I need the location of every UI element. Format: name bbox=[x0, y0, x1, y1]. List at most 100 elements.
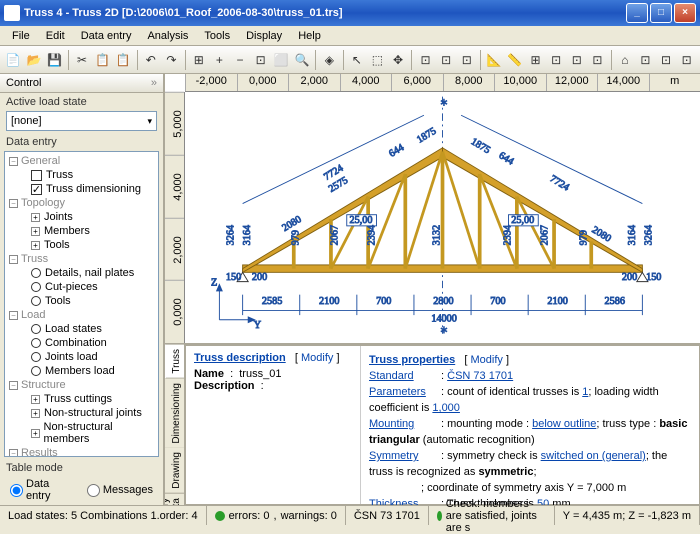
coef-link[interactable]: 1,000 bbox=[432, 402, 460, 414]
toolbar-button[interactable]: 📂 bbox=[25, 49, 44, 71]
toolbar-button[interactable]: ◈ bbox=[320, 49, 339, 71]
svg-text:700: 700 bbox=[376, 296, 391, 307]
toolbar-button[interactable]: ⬚ bbox=[368, 49, 387, 71]
status-check: Check: members are satisfied, joints are… bbox=[429, 506, 555, 525]
tree-item[interactable]: Cut-pieces bbox=[7, 280, 156, 294]
tree-group[interactable]: − Truss bbox=[7, 252, 156, 266]
toolbar-button[interactable]: ⊡ bbox=[457, 49, 476, 71]
ruler-vertical: 5,0004,0002,0000,000 bbox=[165, 92, 185, 343]
toolbar-button[interactable]: ⊡ bbox=[588, 49, 607, 71]
svg-text:644: 644 bbox=[387, 142, 406, 159]
tree-group[interactable]: − Load bbox=[7, 308, 156, 322]
svg-text:2067: 2067 bbox=[540, 225, 551, 245]
tree-item[interactable]: Load states bbox=[7, 322, 156, 336]
status-coords: Y = 4,435 m; Z = -1,823 m bbox=[555, 506, 700, 525]
toolbar-button[interactable]: 📋 bbox=[93, 49, 112, 71]
menu-file[interactable]: File bbox=[4, 28, 38, 43]
tree-item[interactable]: + Tools bbox=[7, 238, 156, 252]
menu-edit[interactable]: Edit bbox=[38, 28, 73, 43]
close-button[interactable]: × bbox=[674, 3, 696, 23]
toolbar-button[interactable]: + bbox=[210, 49, 229, 71]
toolbar-button[interactable]: ⊡ bbox=[251, 49, 270, 71]
status-load-states: Load states: 5 Combinations 1.order: 4 bbox=[0, 506, 207, 525]
toolbar-button[interactable]: ⊡ bbox=[567, 49, 586, 71]
window-title: Truss 4 - Truss 2D [D:\2006\01_Roof_2006… bbox=[24, 7, 343, 19]
tree-group[interactable]: − General bbox=[7, 154, 156, 168]
svg-text:3164: 3164 bbox=[627, 225, 638, 245]
app-icon bbox=[4, 5, 20, 21]
toolbar-button[interactable]: 📄 bbox=[4, 49, 23, 71]
radio-messages[interactable]: Messages bbox=[87, 478, 153, 502]
tree-item[interactable]: Combination bbox=[7, 336, 156, 350]
menu-data-entry[interactable]: Data entry bbox=[73, 28, 140, 43]
toolbar-button[interactable]: ⊡ bbox=[437, 49, 456, 71]
vtab-0[interactable]: Truss bbox=[165, 345, 184, 379]
svg-text:2394: 2394 bbox=[367, 225, 378, 245]
radio-data-entry[interactable]: Data entry bbox=[10, 478, 75, 502]
toolbar-button[interactable]: ⊡ bbox=[416, 49, 435, 71]
svg-text:2394: 2394 bbox=[502, 225, 513, 245]
mounting-link[interactable]: below outline bbox=[532, 418, 596, 430]
standard-link[interactable]: ČSN 73 1701 bbox=[447, 370, 513, 382]
tree-item[interactable]: Members load bbox=[7, 364, 156, 378]
toolbar-button[interactable]: ↖ bbox=[348, 49, 367, 71]
modify-props-link[interactable]: Modify bbox=[470, 354, 502, 366]
toolbar-button[interactable]: ⊡ bbox=[657, 49, 676, 71]
menu-display[interactable]: Display bbox=[238, 28, 290, 43]
menu-tools[interactable]: Tools bbox=[196, 28, 238, 43]
vtab-1[interactable]: Dimensioning bbox=[165, 379, 184, 449]
tree-item[interactable]: Joints load bbox=[7, 350, 156, 364]
tree-group[interactable]: − Topology bbox=[7, 196, 156, 210]
menubar: FileEditData entryAnalysisToolsDisplayHe… bbox=[0, 26, 700, 46]
toolbar-button[interactable]: 📋 bbox=[114, 49, 133, 71]
tree-group[interactable]: − Results bbox=[7, 446, 156, 457]
toolbar-button[interactable]: 📐 bbox=[485, 49, 504, 71]
vtab-2[interactable]: Drawing bbox=[165, 448, 184, 494]
svg-text:2100: 2100 bbox=[319, 296, 339, 307]
toolbar-button[interactable]: ⌂ bbox=[616, 49, 635, 71]
toolbar-button[interactable]: ⊡ bbox=[677, 49, 696, 71]
tree-group[interactable]: − Structure bbox=[7, 378, 156, 392]
toolbar-button[interactable]: ⊡ bbox=[547, 49, 566, 71]
canvas[interactable]: ✱✱ZY140002585210070028007002100258677242… bbox=[185, 92, 700, 343]
toolbar-button[interactable]: ✂ bbox=[73, 49, 92, 71]
menu-analysis[interactable]: Analysis bbox=[139, 28, 196, 43]
tree-item[interactable]: + Joints bbox=[7, 210, 156, 224]
toolbar-button[interactable]: ⬜ bbox=[272, 49, 291, 71]
modify-desc-link[interactable]: Modify bbox=[301, 352, 333, 364]
toolbar-button[interactable]: ↶ bbox=[141, 49, 160, 71]
data-entry-tree[interactable]: − General Truss✓ Truss dimensioning− Top… bbox=[4, 151, 159, 457]
symmetry-link[interactable]: switched on (general) bbox=[541, 450, 646, 462]
tree-item[interactable]: + Non-structural members bbox=[7, 420, 156, 446]
tree-item[interactable]: + Members bbox=[7, 224, 156, 238]
tree-item[interactable]: ✓ Truss dimensioning bbox=[7, 182, 156, 196]
svg-text:3264: 3264 bbox=[644, 225, 655, 245]
toolbar-button[interactable]: 💾 bbox=[45, 49, 64, 71]
truss-properties: Truss properties [ Modify ] Standard: ČS… bbox=[361, 346, 699, 504]
svg-text:2586: 2586 bbox=[605, 296, 625, 307]
info-area: TrussDimensioningDrawingData entry - tru… bbox=[165, 345, 700, 505]
toolbar-button[interactable]: ⊡ bbox=[636, 49, 655, 71]
toolbar-button[interactable]: 🔍 bbox=[293, 49, 312, 71]
toolbar-button[interactable]: ⊞ bbox=[189, 49, 208, 71]
toolbar-button[interactable]: ✥ bbox=[389, 49, 408, 71]
tree-item[interactable]: Details, nail plates bbox=[7, 266, 156, 280]
toolbar-button[interactable]: 📏 bbox=[506, 49, 525, 71]
toolbar-button[interactable]: ⊞ bbox=[526, 49, 545, 71]
svg-text:1875: 1875 bbox=[469, 136, 492, 156]
tree-item[interactable]: Truss bbox=[7, 168, 156, 182]
tree-item[interactable]: + Truss cuttings bbox=[7, 392, 156, 406]
toolbar-button[interactable]: − bbox=[231, 49, 250, 71]
toolbar-button[interactable]: ↷ bbox=[162, 49, 181, 71]
minimize-button[interactable]: _ bbox=[626, 3, 648, 23]
menu-help[interactable]: Help bbox=[290, 28, 329, 43]
svg-text:200: 200 bbox=[252, 272, 267, 283]
tree-item[interactable]: + Non-structural joints bbox=[7, 406, 156, 420]
drawing-area[interactable]: -2,0000,0002,0004,0006,0008,00010,00012,… bbox=[165, 74, 700, 345]
tree-item[interactable]: Tools bbox=[7, 294, 156, 308]
vtab-3[interactable]: Data entry - truss bbox=[165, 494, 184, 505]
svg-text:2585: 2585 bbox=[262, 296, 282, 307]
load-state-combo[interactable]: [none] bbox=[6, 111, 157, 131]
svg-text:3132: 3132 bbox=[432, 225, 443, 245]
maximize-button[interactable]: □ bbox=[650, 3, 672, 23]
